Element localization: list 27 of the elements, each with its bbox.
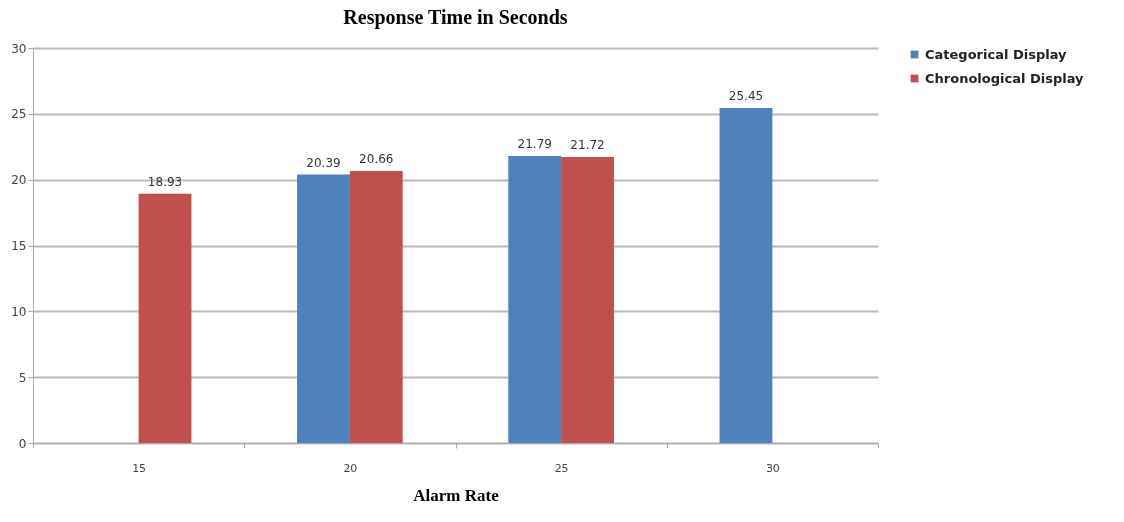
bar: [561, 157, 614, 443]
y-tick-label: 20: [11, 173, 27, 188]
y-tick-label: 10: [11, 304, 27, 319]
x-tick-label: 15: [132, 461, 147, 475]
bar: [719, 107, 773, 443]
data-label: 20.39: [306, 155, 341, 170]
bar: [508, 156, 562, 443]
y-tick-label: 15: [11, 239, 27, 253]
data-label: 21.79: [517, 137, 552, 152]
y-tick-label: 5: [18, 370, 27, 385]
x-axis-title: Alarm Rate: [413, 485, 500, 505]
bar: [297, 174, 350, 443]
y-tick-label: 25: [11, 107, 27, 122]
x-tick-label: 25: [554, 461, 569, 475]
x-tick-label: 20: [343, 461, 358, 475]
bar: [138, 193, 192, 443]
bar: [349, 170, 403, 443]
y-tick-label: 30: [11, 41, 27, 56]
x-tick-label: 30: [765, 461, 780, 475]
data-label: 20.66: [359, 151, 394, 166]
y-tick-label: 0: [18, 436, 27, 451]
data-label: 25.45: [728, 88, 764, 103]
legend-label: Categorical Display: [925, 46, 1068, 62]
data-label: 18.93: [147, 174, 183, 189]
legend-label: Chronological Display: [925, 70, 1085, 86]
chart-title: Response Time in Seconds: [343, 6, 568, 29]
data-label: 21.72: [570, 138, 605, 153]
